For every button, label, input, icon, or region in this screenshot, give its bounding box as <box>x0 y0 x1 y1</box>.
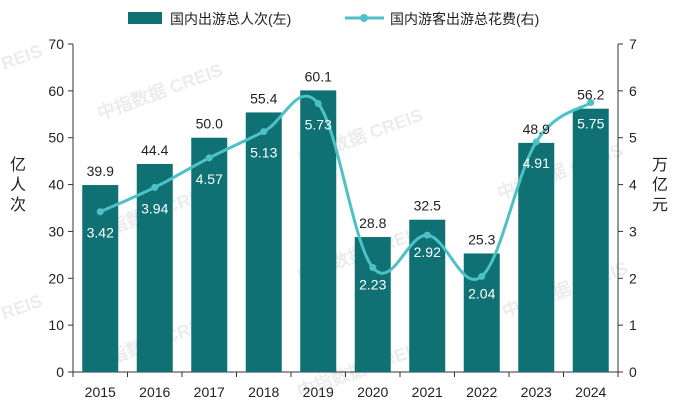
bar <box>191 137 228 372</box>
line-value-label: 2.23 <box>359 277 386 293</box>
x-tick-label: 2018 <box>248 384 279 400</box>
y-right-axis-title: 万亿元 <box>652 157 668 214</box>
x-tick-label: 2015 <box>85 384 116 400</box>
legend-bar-swatch <box>128 12 162 24</box>
bar <box>82 185 119 372</box>
bar <box>409 219 446 372</box>
line-value-label: 4.91 <box>523 155 550 171</box>
y-left-tick-label: 40 <box>48 177 64 193</box>
bar-value-label: 32.5 <box>414 198 441 214</box>
legend: 国内出游总人次(左) 国内游客出游总花费(右) <box>128 11 539 27</box>
x-tick-label: 2021 <box>412 384 443 400</box>
bar-value-label: 39.9 <box>87 163 114 179</box>
bar <box>300 90 337 372</box>
bar-value-label: 44.4 <box>141 142 168 158</box>
y-left-axis-title: 亿人次 <box>10 156 26 214</box>
line-point <box>587 99 595 107</box>
x-tick-label: 2024 <box>575 384 606 400</box>
line-value-label: 5.73 <box>305 117 332 133</box>
bar-value-label: 48.9 <box>523 121 550 137</box>
line-point <box>205 154 213 162</box>
line-point <box>260 128 268 136</box>
x-tick-label: 2022 <box>466 384 497 400</box>
y-right-tick-label: 2 <box>629 270 637 286</box>
x-tick-label: 2023 <box>521 384 552 400</box>
line-path <box>99 94 592 281</box>
line-point <box>151 183 159 191</box>
watermark-text: 中指数据 CREIS <box>94 59 225 124</box>
bar-value-label: 28.8 <box>359 215 386 231</box>
legend-line-label: 国内游客出游总花费(右) <box>390 11 539 27</box>
y-right-tick-label: 1 <box>629 317 637 333</box>
legend-line-marker <box>360 14 368 22</box>
line-value-label: 4.57 <box>196 171 223 187</box>
legend-bar-label: 国内出游总人次(左) <box>170 11 291 27</box>
bar-value-label: 55.4 <box>250 90 277 106</box>
x-tick-label: 2017 <box>194 384 225 400</box>
line-point <box>369 264 377 272</box>
line-value-label: 5.75 <box>577 116 604 132</box>
line-point <box>96 208 104 216</box>
y-left-tick-label: 0 <box>56 364 64 380</box>
y-left-tick-label: 10 <box>48 317 64 333</box>
line-point <box>314 100 322 108</box>
y-left-tick-label: 20 <box>48 270 64 286</box>
y-right-tick-label: 0 <box>629 364 637 380</box>
bar-value-label: 50.0 <box>196 116 223 132</box>
y-right-tick-label: 6 <box>629 83 637 99</box>
y-left-tick-label: 70 <box>48 36 64 52</box>
line-value-label: 2.92 <box>414 244 441 260</box>
axis-titles: 亿人次 万亿元 <box>10 156 668 214</box>
line-value-label: 3.42 <box>87 225 114 241</box>
x-tick-label: 2020 <box>357 384 388 400</box>
watermark-fragment: REIS <box>0 291 45 324</box>
bar <box>572 108 609 373</box>
y-right-tick-label: 3 <box>629 223 637 239</box>
bar <box>518 142 555 372</box>
x-tick-label: 2019 <box>303 384 334 400</box>
line-point <box>532 138 540 146</box>
data-labels: 39.9 44.4 50.0 55.4 60.1 28.8 32.5 25.3 48.9 56.2… <box>87 68 605 301</box>
bar <box>354 237 391 372</box>
y-right-tick-label: 5 <box>629 130 637 146</box>
bar <box>136 163 173 372</box>
x-tick-label: 2016 <box>139 384 170 400</box>
bar <box>463 253 500 372</box>
line-value-label: 3.94 <box>141 200 168 216</box>
y-left-tick-label: 50 <box>48 130 64 146</box>
bar-series <box>82 90 609 373</box>
bar-value-label: 25.3 <box>468 231 495 247</box>
line-value-label: 5.13 <box>250 145 277 161</box>
bar-value-label: 60.1 <box>305 68 332 84</box>
line-value-label: 2.04 <box>468 285 495 301</box>
watermark-fragment: REIS <box>0 41 45 74</box>
y-left-tick-label: 30 <box>48 223 64 239</box>
y-right-tick-label: 4 <box>629 177 637 193</box>
line-point <box>478 272 486 280</box>
line-point <box>423 231 431 239</box>
bar <box>245 112 282 372</box>
y-right-tick-label: 7 <box>629 36 637 52</box>
line-series <box>96 94 595 281</box>
y-left-tick-label: 60 <box>48 83 64 99</box>
bar-value-label: 56.2 <box>577 87 604 103</box>
axes: 0 10 20 30 40 50 60 70 0 1 2 3 4 5 6 7 2015 2016 2017 2018 2… <box>48 36 637 400</box>
